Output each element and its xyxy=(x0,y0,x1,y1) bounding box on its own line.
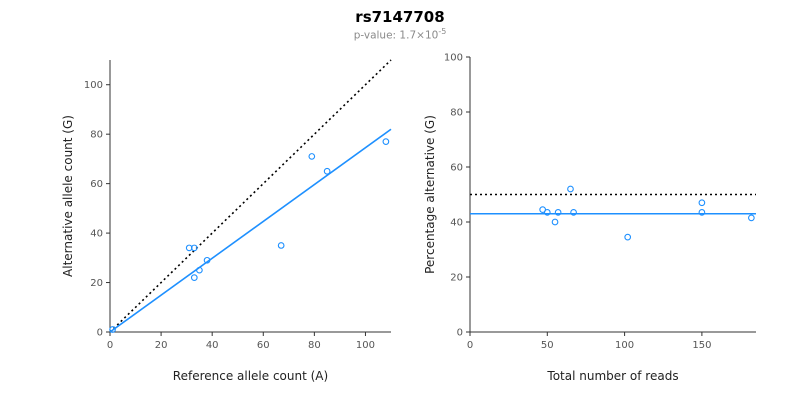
y-tick-label: 20 xyxy=(450,273,463,284)
p-value-multiplier: × xyxy=(416,29,425,42)
x-tick-label: 0 xyxy=(107,340,113,351)
x-axis-label: Reference allele count (A) xyxy=(173,369,328,383)
x-tick-label: 100 xyxy=(615,340,634,351)
data-point xyxy=(308,153,316,160)
x-tick-label: 100 xyxy=(356,340,375,351)
y-tick-label: 80 xyxy=(90,130,103,141)
y-tick-label: 20 xyxy=(90,278,103,289)
data-point xyxy=(567,185,574,193)
y-tick-label: 0 xyxy=(457,328,463,339)
x-tick-label: 150 xyxy=(692,340,711,351)
y-tick-label: 60 xyxy=(450,163,463,174)
y-tick-label: 0 xyxy=(97,328,103,339)
data-point xyxy=(382,138,390,145)
data-point xyxy=(203,256,211,264)
x-tick-label: 40 xyxy=(206,340,219,351)
x-tick-label: 20 xyxy=(155,340,168,351)
data-point xyxy=(109,326,116,333)
y-tick-label: 40 xyxy=(450,218,463,229)
data-point xyxy=(323,167,331,175)
p-value-mantissa: 1.7 xyxy=(399,29,417,42)
fit-line xyxy=(109,128,392,333)
percentage-alternative-scatter-plot: 0 50 100 150 0 20 40 60 80 100 Total number of rea… xyxy=(423,53,756,383)
p-value-base: 10 xyxy=(424,29,439,42)
data-point xyxy=(698,209,706,216)
x-tick-label: 80 xyxy=(308,340,321,351)
data-point xyxy=(190,274,198,281)
x-tick-label: 60 xyxy=(257,340,270,351)
data-point xyxy=(543,209,551,216)
y-axis-label: Percentage alternative (G) xyxy=(423,115,437,274)
data-point xyxy=(624,233,632,241)
x-tick-label: 50 xyxy=(541,340,554,351)
allele-count-scatter-plot: 0 20 40 60 80 100 0 20 40 60 80 100 Reference allele… xyxy=(61,59,392,383)
p-value-prefix: p-value: xyxy=(353,29,400,42)
data-point xyxy=(570,209,577,216)
x-tick-label: 0 xyxy=(467,340,473,351)
plot-title: rs7147708 xyxy=(355,8,445,26)
p-value-exponent: -5 xyxy=(438,27,447,36)
y-tick-label: 60 xyxy=(90,179,103,190)
data-point xyxy=(554,209,562,216)
p-value-subtitle: p-value: 1.7×10-5 xyxy=(0,27,800,42)
y-tick-label: 80 xyxy=(450,108,463,119)
data-point xyxy=(190,244,198,252)
y-axis-label: Alternative allele count (G) xyxy=(61,115,75,277)
data-point xyxy=(551,218,559,226)
data-point xyxy=(196,266,203,274)
identity-line xyxy=(109,59,392,333)
x-axis-label: Total number of reads xyxy=(546,369,678,383)
y-tick-label: 100 xyxy=(84,80,103,91)
data-point xyxy=(277,242,285,249)
y-tick-label: 100 xyxy=(444,53,463,64)
y-tick-label: 40 xyxy=(90,229,103,240)
data-point xyxy=(748,214,755,222)
data-point xyxy=(698,199,706,207)
